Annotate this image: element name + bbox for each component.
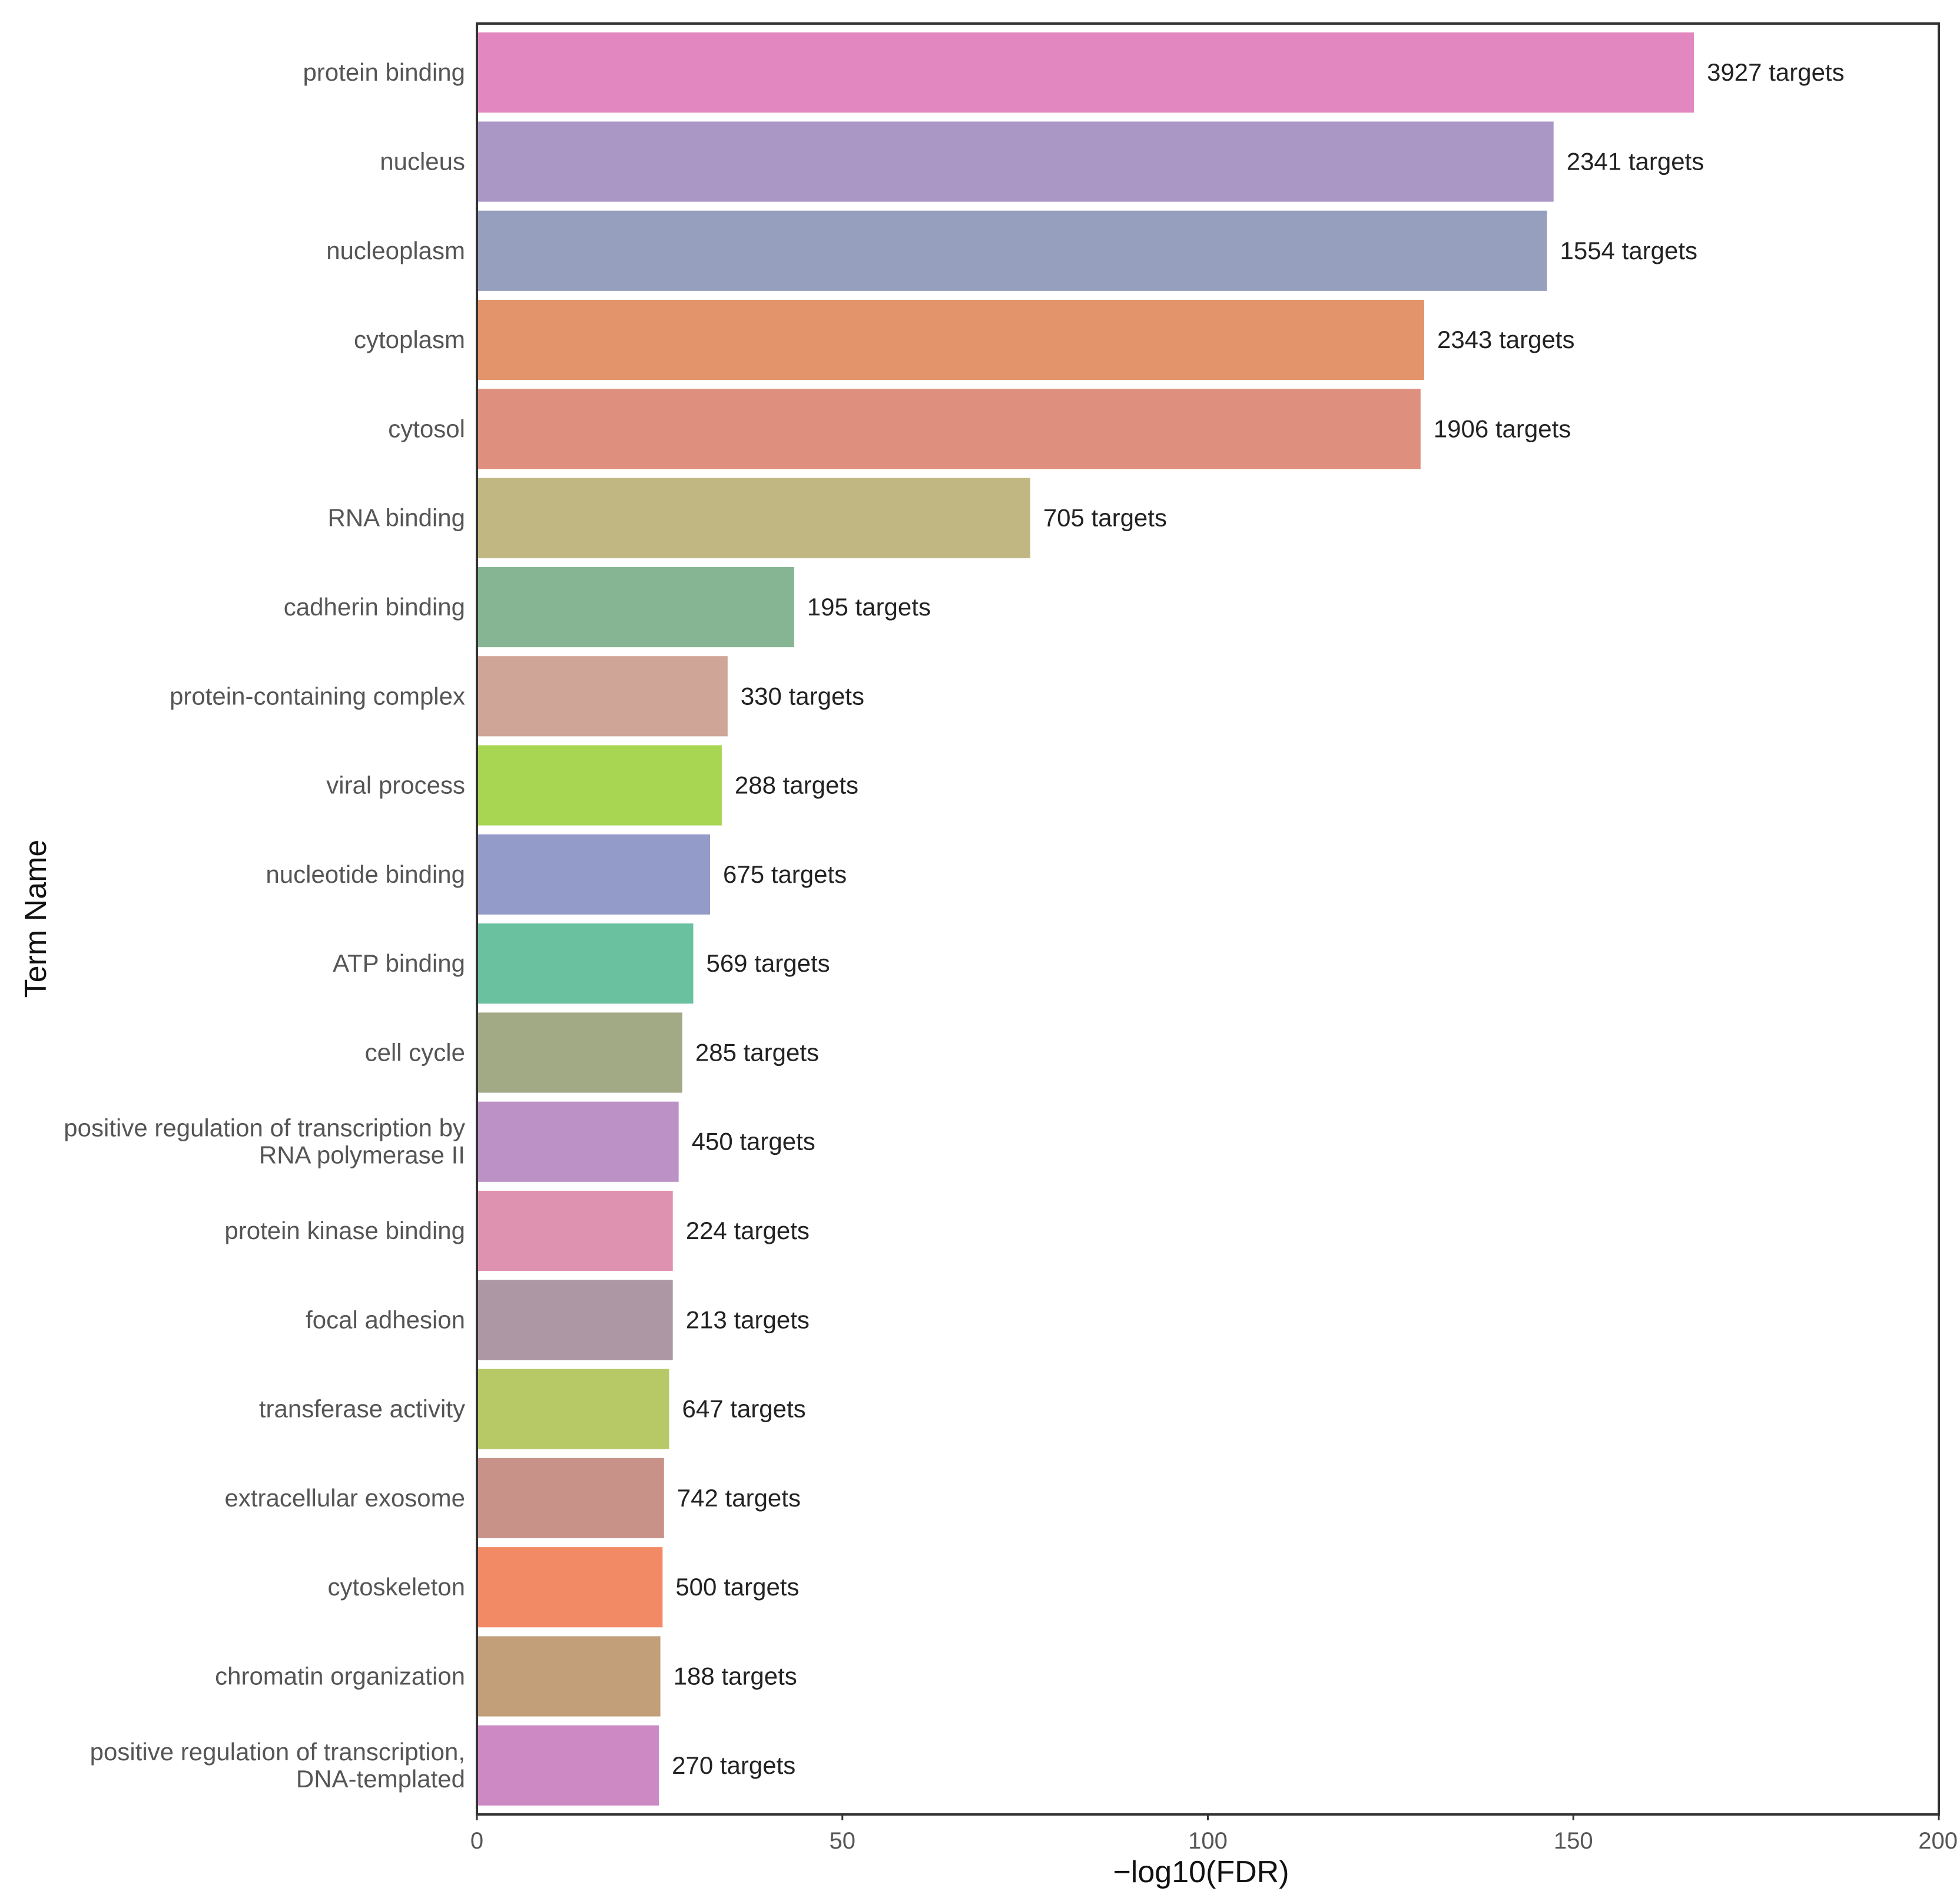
value-label: 330 targets xyxy=(741,682,864,710)
bar xyxy=(477,1547,663,1628)
bar xyxy=(477,1101,679,1182)
value-label: 1906 targets xyxy=(1434,415,1571,442)
term-label: positive regulation of transcription by xyxy=(64,1114,465,1142)
value-label: 2341 targets xyxy=(1567,148,1704,175)
term-label: extracellular exosome xyxy=(224,1484,465,1512)
bar xyxy=(477,1725,659,1806)
term-label: nucleoplasm xyxy=(326,237,465,264)
term-label: nucleotide binding xyxy=(266,860,465,888)
term-label: positive regulation of transcription, xyxy=(90,1738,465,1766)
bar xyxy=(477,210,1547,291)
value-label: 742 targets xyxy=(677,1484,801,1512)
term-label: chromatin organization xyxy=(215,1662,465,1690)
term-label: cytoplasm xyxy=(354,326,465,353)
value-label: 270 targets xyxy=(672,1751,795,1779)
value-label: 450 targets xyxy=(692,1128,815,1155)
term-label: cytosol xyxy=(388,415,465,442)
term-label: RNA binding xyxy=(328,504,465,532)
x-tick-label: 0 xyxy=(470,1828,483,1854)
term-label: cadherin binding xyxy=(284,593,465,621)
bar xyxy=(477,656,728,737)
bar xyxy=(477,1190,673,1271)
value-labels-group: 3927 targets 2341 targets 1554 targets 2343… xyxy=(672,58,1844,1779)
bars-group xyxy=(477,32,1694,1806)
bar xyxy=(477,745,722,826)
y-axis-title: Term Name xyxy=(19,840,53,998)
term-label: focal adhesion xyxy=(306,1306,465,1333)
panel-border xyxy=(476,22,1940,1816)
value-label: 647 targets xyxy=(682,1395,806,1423)
value-label: 195 targets xyxy=(807,593,931,621)
term-label: nucleus xyxy=(380,148,465,175)
bar xyxy=(477,1636,661,1717)
x-tick-label: 200 xyxy=(1918,1828,1958,1854)
value-label: 285 targets xyxy=(695,1038,819,1066)
bar xyxy=(477,834,711,915)
value-label: 705 targets xyxy=(1043,504,1167,532)
term-label: transferase activity xyxy=(259,1395,465,1423)
bar xyxy=(477,923,694,1004)
bar xyxy=(477,1012,682,1093)
term-label: ATP binding xyxy=(333,949,465,977)
x-tick-label: 50 xyxy=(830,1828,856,1854)
term-label: protein binding xyxy=(303,58,465,86)
term-label: DNA-templated xyxy=(296,1765,465,1793)
bar xyxy=(477,389,1421,469)
value-label: 1554 targets xyxy=(1560,237,1698,264)
value-label: 288 targets xyxy=(735,771,858,799)
bar xyxy=(477,1458,664,1538)
value-label: 224 targets xyxy=(686,1217,810,1244)
x-tick-label: 150 xyxy=(1554,1828,1593,1854)
term-label: viral process xyxy=(326,771,465,799)
bar xyxy=(477,300,1424,380)
term-label: cytoskeleton xyxy=(328,1573,465,1601)
term-labels-group: protein binding nucleus nucleoplasm cytopla… xyxy=(64,58,465,1793)
bar xyxy=(477,1280,673,1360)
bar xyxy=(477,478,1030,558)
value-label: 2343 targets xyxy=(1437,326,1575,353)
value-label: 500 targets xyxy=(675,1573,799,1601)
term-label: RNA polymerase II xyxy=(259,1141,465,1169)
x-tick-label: 100 xyxy=(1188,1828,1228,1854)
value-label: 188 targets xyxy=(674,1662,797,1690)
bar xyxy=(477,567,794,648)
term-label: cell cycle xyxy=(365,1038,465,1066)
term-label: protein kinase binding xyxy=(224,1217,465,1244)
term-label: protein-containing complex xyxy=(170,682,465,710)
bar xyxy=(477,32,1694,113)
bar xyxy=(477,1369,669,1449)
bar xyxy=(477,121,1554,202)
x-axis-title: −log10(FDR) xyxy=(1113,1855,1289,1889)
value-label: 569 targets xyxy=(706,949,830,977)
value-label: 3927 targets xyxy=(1707,58,1845,86)
value-label: 213 targets xyxy=(686,1306,810,1333)
x-axis-ticks-group: 0 50 100 150 200 xyxy=(470,1814,1958,1854)
value-label: 675 targets xyxy=(723,860,847,888)
